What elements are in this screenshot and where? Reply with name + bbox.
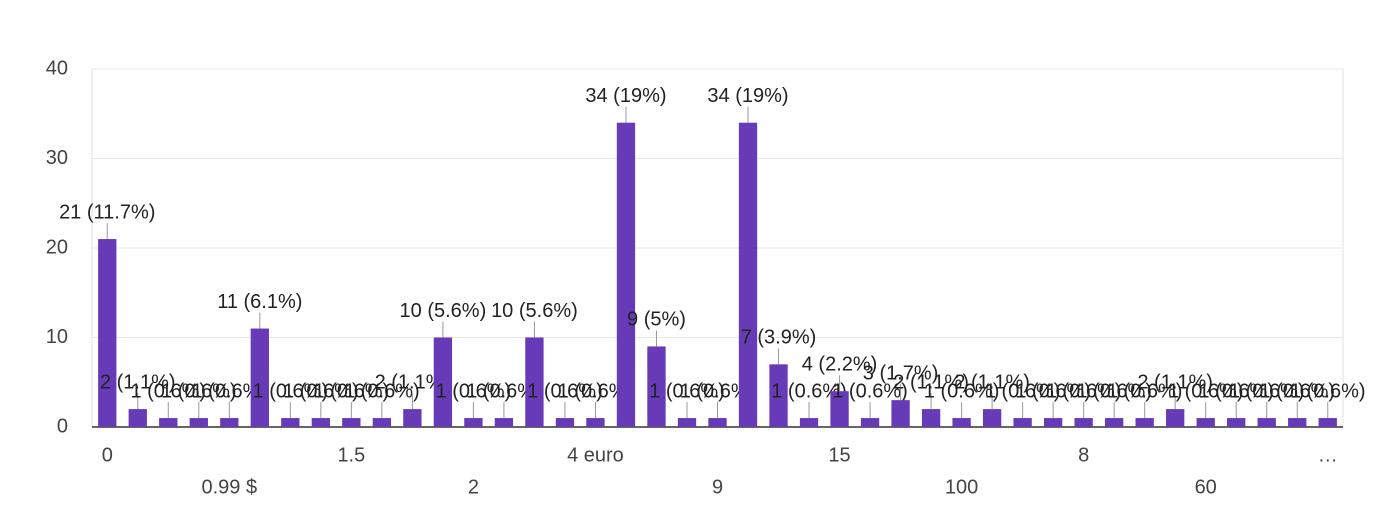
data-label: 1 (0.6%) (130, 380, 206, 402)
data-label: 34 (19%) (585, 85, 666, 107)
bar (982, 409, 1002, 427)
data-label: 1 (0.6%) (1229, 380, 1305, 402)
data-label: 2 (1.1%) (100, 371, 176, 393)
data-label: 1 (0.6%) (344, 380, 420, 402)
x-tick-label: 100 (945, 476, 978, 498)
y-tick-label: 0 (57, 415, 68, 437)
bar (525, 337, 544, 427)
y-tick-label: 10 (46, 326, 68, 348)
x-tick-label: 0.99 $ (202, 476, 258, 498)
bar (616, 122, 636, 427)
bar (555, 418, 575, 427)
bar (860, 418, 880, 427)
bar (799, 418, 819, 427)
data-label: 1 (0.6%) (436, 380, 512, 402)
x-tick-label: 1.5 (337, 444, 365, 466)
bar (677, 418, 697, 427)
bar (769, 364, 788, 427)
data-label: 2 (1.1%) (954, 371, 1030, 393)
bar (708, 418, 727, 427)
x-tick-label: 2 (468, 476, 479, 498)
data-label: 1 (0.6%) (527, 380, 603, 402)
bar (586, 418, 605, 427)
bar (1288, 418, 1307, 427)
bar (403, 409, 422, 427)
x-tick-label: … (1318, 444, 1338, 466)
x-tick-label: 9 (712, 476, 723, 498)
y-tick-label: 30 (46, 147, 68, 169)
data-label: 21 (11.7%) (59, 201, 155, 223)
data-label: 1 (0.6%) (924, 380, 1000, 402)
bar (1227, 418, 1246, 427)
bar (647, 346, 666, 427)
data-label: 7 (3.9%) (741, 327, 817, 349)
x-tick-label: 60 (1195, 476, 1217, 498)
x-tick-label: 15 (828, 444, 850, 466)
data-label: 9 (5%) (627, 309, 686, 331)
data-label: 1 (0.6%) (649, 380, 725, 402)
bar (952, 418, 971, 427)
bar (1318, 418, 1337, 427)
data-label: 2 (1.1%) (375, 371, 451, 393)
data-label: 1 (0.6%) (1015, 380, 1091, 402)
data-label: 2 (1.1%) (1137, 371, 1213, 393)
bar (1135, 418, 1154, 427)
bar (830, 391, 849, 427)
bar (98, 239, 117, 427)
y-tick-label: 40 (46, 57, 68, 79)
data-label: 1 (0.6%) (1046, 380, 1122, 402)
bar (372, 418, 392, 427)
bar (1166, 409, 1185, 427)
data-label: 3 (1.7%) (863, 362, 939, 384)
bar (494, 418, 514, 427)
data-label: 1 (0.6%) (558, 380, 634, 402)
bar (311, 418, 330, 427)
data-label: 1 (0.6%) (314, 380, 390, 402)
bar (342, 418, 361, 427)
data-label: 1 (0.6%) (985, 380, 1061, 402)
data-label: 1 (0.6%) (1168, 380, 1244, 402)
bar (738, 122, 758, 427)
data-label: 1 (0.6%) (680, 380, 756, 402)
bar (281, 418, 300, 427)
data-label: 1 (0.6%) (253, 380, 329, 402)
bar (189, 418, 208, 427)
data-label: 1 (0.6%) (1198, 380, 1274, 402)
data-label: 10 (5.6%) (400, 300, 487, 322)
bar (921, 409, 941, 427)
data-label: 2 (1.1%) (893, 371, 969, 393)
x-tick-label: 8 (1078, 444, 1089, 466)
bar (220, 418, 239, 427)
data-label: 4 (2.2%) (802, 353, 878, 375)
data-label: 1 (0.6%) (832, 380, 908, 402)
data-label: 1 (0.6%) (161, 380, 237, 402)
data-label: 1 (0.6%) (771, 380, 847, 402)
bar (1013, 418, 1032, 427)
data-label: 1 (0.6%) (1259, 380, 1335, 402)
bar (1257, 418, 1276, 427)
bar (159, 418, 178, 427)
y-tick-label: 20 (46, 236, 68, 258)
bar (1074, 418, 1093, 427)
data-label: 1 (0.6%) (1107, 380, 1183, 402)
bar (464, 418, 483, 427)
data-label: 1 (0.6%) (192, 380, 268, 402)
x-tick-label: 4 euro (567, 444, 624, 466)
x-tick-label: 0 (102, 444, 113, 466)
bar (433, 337, 453, 427)
data-label: 10 (5.6%) (491, 300, 578, 322)
bar (1043, 418, 1063, 427)
data-label: 34 (19%) (707, 85, 788, 107)
bar (128, 409, 147, 427)
bar (250, 328, 269, 427)
data-label: 1 (0.6%) (1076, 380, 1152, 402)
bar (891, 400, 910, 427)
data-label: 1 (0.6%) (283, 380, 359, 402)
bar (1105, 418, 1124, 427)
data-label: 1 (0.6%) (1290, 380, 1366, 402)
data-label: 11 (6.1%) (217, 291, 302, 313)
bar (1196, 418, 1215, 427)
data-label: 1 (0.6%) (466, 380, 542, 402)
